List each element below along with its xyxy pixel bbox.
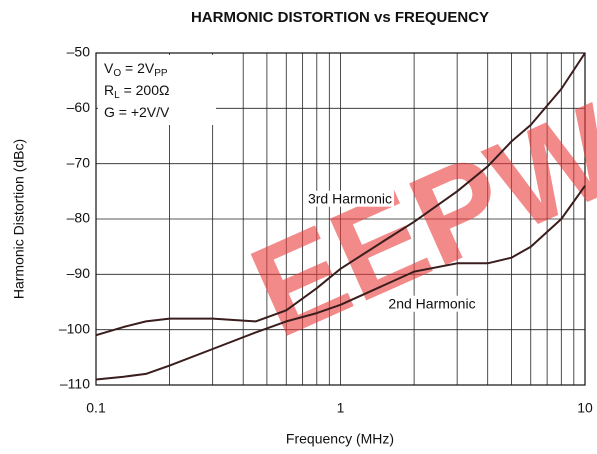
subscript: O (113, 68, 121, 79)
condition-part: R (104, 82, 114, 98)
x-tick-label: 10 (577, 400, 593, 416)
y-tick-label: –50 (67, 44, 91, 60)
subscript: L (114, 90, 120, 101)
condition-text: RL = 200Ω (104, 82, 169, 101)
condition-part: = 200Ω (120, 82, 170, 98)
y-tick-label: –90 (67, 265, 91, 281)
condition-part: = 2V (121, 60, 155, 76)
condition-part: V (104, 60, 114, 76)
y-tick-label: –60 (67, 99, 91, 115)
y-tick-label: –110 (60, 376, 90, 392)
x-tick-label: 0.1 (86, 400, 106, 416)
y-tick-label: –70 (67, 154, 91, 170)
y-axis-label: Harmonic Distortion (dBc) (11, 139, 27, 299)
series-line (95, 52, 586, 337)
condition-text: G = +2V/V (104, 104, 170, 120)
y-tick-label: –80 (67, 210, 91, 226)
series-line (95, 185, 586, 381)
series-label: 3rd Harmonic (308, 191, 392, 207)
conditions: VO = 2VPP RL = 200Ω G = +2V/V (98, 55, 216, 125)
series-label: 2nd Harmonic (388, 296, 475, 312)
x-tick-label: 1 (337, 400, 345, 416)
y-tick-label: –100 (59, 320, 90, 336)
series-label-bg (386, 295, 478, 312)
conditions-box (98, 55, 216, 125)
x-axis-label: Frequency (MHz) (286, 431, 394, 447)
condition-text: VO = 2VPP (104, 60, 168, 79)
plot-frame (95, 52, 586, 386)
condition-part: G = +2V/V (104, 104, 170, 120)
chart-title: HARMONIC DISTORTION vs FREQUENCY (191, 9, 489, 26)
subscript: PP (154, 68, 168, 79)
series-label-bg (305, 190, 395, 207)
